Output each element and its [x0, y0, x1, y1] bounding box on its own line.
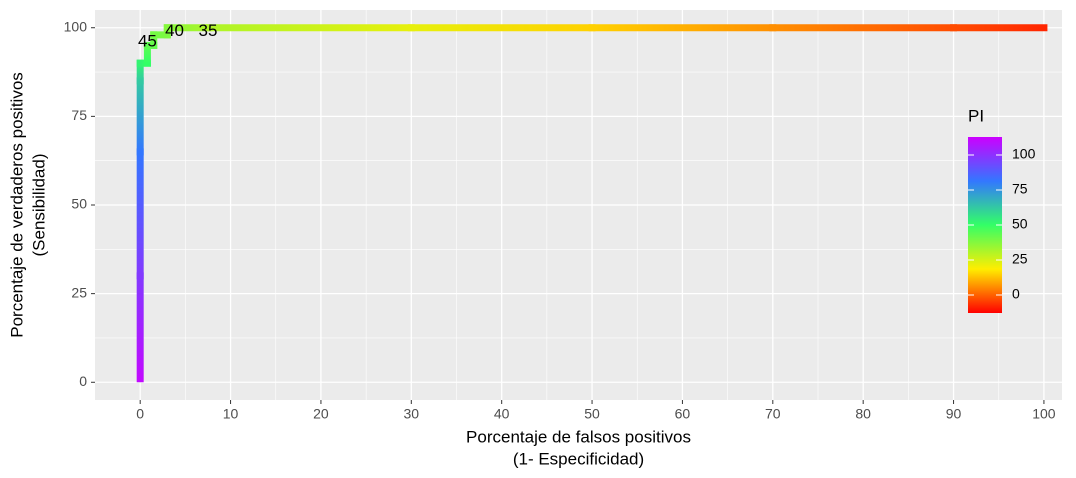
colorbar-label: 100 — [1012, 146, 1036, 162]
annotation: 40 — [165, 21, 184, 40]
x-tick-label: 100 — [1032, 406, 1056, 422]
annotation: 45 — [138, 31, 157, 50]
x-tick-label: 20 — [313, 406, 329, 422]
annotation: 35 — [199, 21, 218, 40]
y-tick-label: 100 — [64, 18, 88, 34]
colorbar-label: 50 — [1012, 216, 1028, 232]
x-tick-label: 60 — [675, 406, 691, 422]
x-tick-label: 90 — [946, 406, 962, 422]
x-tick-label: 40 — [494, 406, 510, 422]
y-tick-label: 75 — [71, 107, 87, 123]
colorbar-label: 25 — [1012, 251, 1028, 267]
y-axis-label: Porcentaje de verdaderos positivos — [7, 72, 26, 338]
x-tick-label: 70 — [765, 406, 781, 422]
x-tick-label: 30 — [404, 406, 420, 422]
x-axis-label: Porcentaje de falsos positivos — [466, 427, 691, 446]
y-axis-label: (Sensibilidad) — [29, 154, 48, 257]
x-axis-label: (1- Especificidad) — [513, 449, 644, 468]
y-tick-label: 25 — [71, 284, 87, 300]
x-tick-label: 10 — [223, 406, 239, 422]
legend-title: PI — [968, 106, 984, 125]
colorbar-label: 0 — [1012, 286, 1020, 302]
x-tick-label: 0 — [136, 406, 144, 422]
y-tick-label: 50 — [71, 196, 87, 212]
x-tick-label: 80 — [855, 406, 871, 422]
colorbar-label: 75 — [1012, 181, 1028, 197]
y-tick-label: 0 — [79, 373, 87, 389]
x-tick-label: 50 — [584, 406, 600, 422]
